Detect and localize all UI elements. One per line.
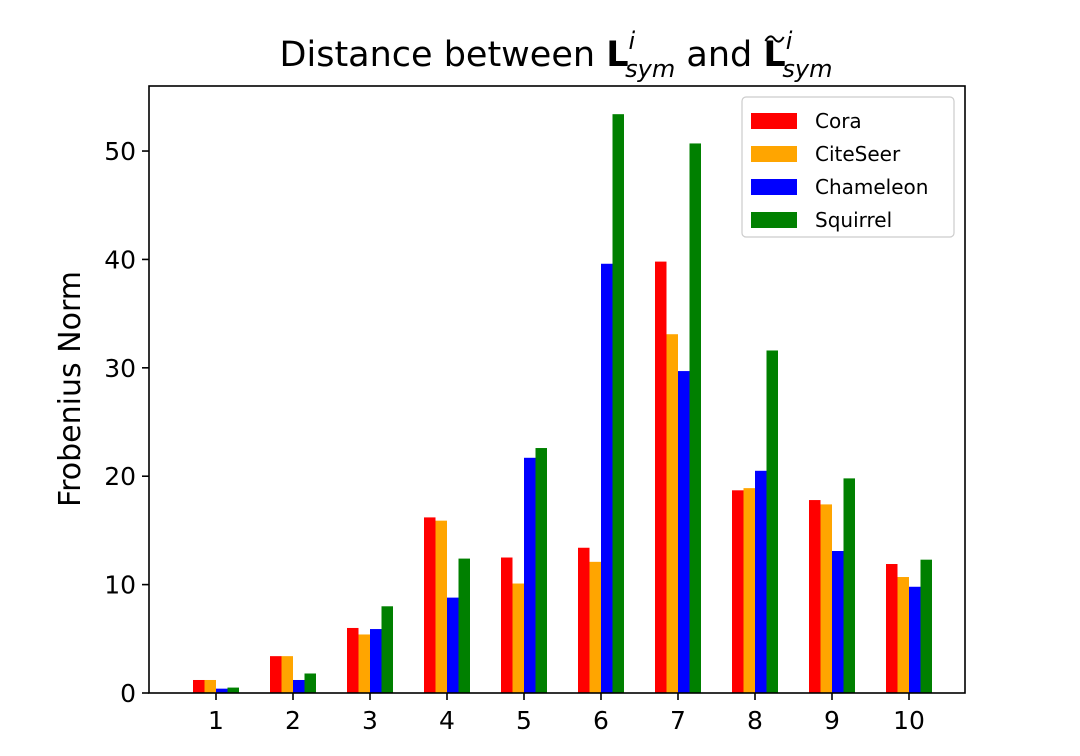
- bar-citeseer-2: [281, 656, 293, 693]
- bar-cora-3: [347, 627, 359, 693]
- bar-cora-2: [270, 656, 282, 693]
- legend-swatch-squirrel: [751, 212, 797, 228]
- title-l1: L: [606, 35, 628, 75]
- y-tick-label: 0: [120, 679, 136, 708]
- title-l2-sup: i: [786, 27, 793, 55]
- title-middle: and: [675, 35, 763, 75]
- bar-citeseer-5: [512, 583, 524, 693]
- bar-cora-8: [732, 490, 744, 693]
- title-prefix: Distance between: [280, 35, 607, 75]
- x-tick-label: 7: [670, 706, 686, 735]
- bar-citeseer-6: [589, 561, 601, 693]
- legend: Cora CiteSeer Chameleon Squirrel: [741, 96, 955, 238]
- bar-chameleon-10: [909, 586, 921, 693]
- bar-squirrel-10: [920, 559, 932, 693]
- bar-cora-5: [501, 557, 513, 693]
- title-tilde-mark: [764, 35, 785, 43]
- title-l2: L: [763, 35, 785, 75]
- bar-squirrel-8: [766, 350, 778, 693]
- bar-citeseer-1: [204, 679, 216, 693]
- legend-label-squirrel: Squirrel: [815, 208, 892, 232]
- bar-chameleon-6: [601, 263, 613, 693]
- axes: 0 10 20 30 40 50 1 2 3 4 5 6 7 8 9 10: [104, 85, 966, 735]
- title-l2-sub: sym: [782, 55, 832, 83]
- bar-squirrel-1: [227, 687, 239, 693]
- x-tick-label: 10: [893, 706, 925, 735]
- bar-chameleon-2: [293, 679, 305, 693]
- bar-squirrel-3: [381, 606, 393, 693]
- bar-squirrel-5: [535, 448, 547, 693]
- y-tick-label: 10: [104, 571, 136, 600]
- legend-label-citeseer: CiteSeer: [815, 142, 901, 166]
- bar-chameleon-5: [524, 457, 536, 693]
- bar-chameleon-7: [678, 371, 690, 693]
- bar-chameleon-1: [216, 688, 228, 693]
- x-tick-label: 5: [516, 706, 532, 735]
- bar-chameleon-8: [755, 470, 767, 693]
- y-tick-label: 20: [104, 462, 136, 491]
- bar-citeseer-4: [435, 520, 447, 693]
- bar-cora-9: [809, 500, 821, 693]
- chart-title: Distance between Li sym and Li sym: [280, 27, 833, 83]
- bar-chameleon-4: [447, 597, 459, 693]
- bar-citeseer-10: [897, 577, 909, 693]
- bar-squirrel-6: [612, 114, 624, 694]
- bars: [193, 114, 932, 694]
- x-tick-label: 6: [593, 706, 609, 735]
- legend-swatch-cora: [751, 113, 797, 129]
- bar-cora-6: [578, 547, 590, 693]
- bar-squirrel-7: [689, 143, 701, 693]
- x-tick-label: 2: [285, 706, 301, 735]
- bar-cora-10: [886, 564, 898, 693]
- plot-frame: [148, 85, 966, 694]
- bar-citeseer-3: [358, 634, 370, 693]
- x-tick-label: 9: [824, 706, 840, 735]
- bar-citeseer-8: [743, 488, 755, 693]
- title-l1-sub: sym: [625, 55, 675, 83]
- legend-label-cora: Cora: [815, 109, 862, 133]
- bar-citeseer-7: [666, 334, 678, 693]
- x-tick-label: 8: [747, 706, 763, 735]
- bar-cora-7: [655, 261, 667, 693]
- x-tick-label: 4: [439, 706, 455, 735]
- legend-label-chameleon: Chameleon: [815, 175, 928, 199]
- x-tick-label: 1: [208, 706, 224, 735]
- legend-swatch-chameleon: [751, 179, 797, 195]
- legend-box: [741, 96, 955, 238]
- y-tick-label: 30: [104, 354, 136, 383]
- y-tick-label: 40: [104, 245, 136, 274]
- bar-citeseer-9: [820, 504, 832, 693]
- y-axis-label: Frobenius Norm: [53, 271, 88, 507]
- bar-chameleon-9: [832, 551, 844, 693]
- bar-squirrel-4: [458, 558, 470, 693]
- bar-cora-1: [193, 679, 205, 693]
- legend-swatch-citeseer: [751, 146, 797, 162]
- y-tick-label: 50: [104, 137, 136, 166]
- bar-squirrel-9: [843, 478, 855, 693]
- x-tick-label: 3: [362, 706, 378, 735]
- title-l1-sup: i: [629, 27, 636, 55]
- bar-squirrel-2: [304, 673, 316, 693]
- bar-chameleon-3: [370, 629, 382, 693]
- bar-cora-4: [424, 517, 436, 693]
